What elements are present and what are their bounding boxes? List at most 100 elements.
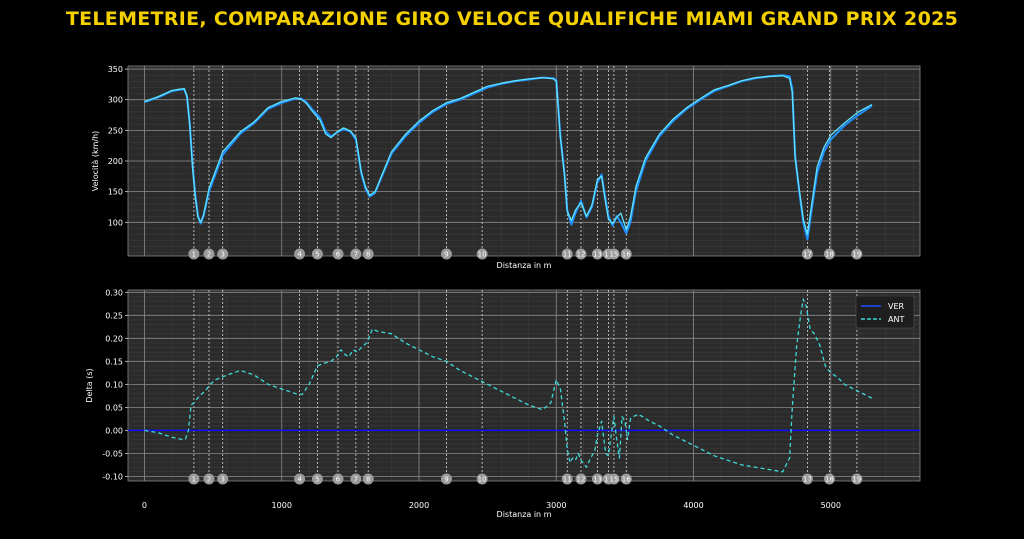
- corner-label: 18: [825, 251, 834, 259]
- corner-marker: [620, 473, 632, 485]
- x-tick-label: 1000: [272, 501, 292, 510]
- corner-label: 16: [622, 476, 631, 484]
- y-tick-label: 0.30: [105, 288, 123, 297]
- corner-label: 5: [315, 251, 319, 259]
- corner-label: 2: [207, 476, 211, 484]
- corner-marker: [350, 248, 362, 260]
- corner-label: 9: [444, 476, 448, 484]
- corner-label: 12: [577, 251, 586, 259]
- y-tick-label: 0.20: [105, 334, 123, 343]
- corner-marker: [440, 473, 452, 485]
- y-tick-label: 300: [108, 96, 123, 105]
- y-tick-label: 100: [108, 218, 123, 227]
- chart-title: TELEMETRIE, COMPARAZIONE GIRO VELOCE QUA…: [65, 8, 959, 30]
- y-tick-label: 200: [108, 157, 123, 166]
- corner-label: 15: [609, 476, 618, 484]
- corner-label: 5: [315, 476, 319, 484]
- corner-label: 11: [563, 476, 572, 484]
- corner-marker: [311, 473, 323, 485]
- legend-box: [855, 295, 915, 329]
- corner-label: 13: [593, 476, 602, 484]
- y-tick-label: -0.10: [102, 472, 123, 481]
- corner-marker: [620, 248, 632, 260]
- y-tick-label: 250: [108, 126, 123, 135]
- x-tick-label: 5000: [821, 501, 841, 510]
- corner-marker: [608, 248, 620, 260]
- series-line-ant: [144, 298, 873, 473]
- corner-marker: [217, 473, 229, 485]
- corner-label: 7: [354, 476, 358, 484]
- y-tick-label: 0.25: [105, 311, 123, 320]
- y-tick-label: 350: [108, 65, 123, 74]
- y-tick-label: 0.15: [105, 357, 123, 366]
- corner-marker: [851, 248, 863, 260]
- corner-label: 3: [220, 476, 224, 484]
- series-line-ant: [144, 75, 873, 236]
- corner-marker: [561, 248, 573, 260]
- legend-label: VER: [888, 302, 905, 311]
- corner-label: 6: [336, 251, 341, 259]
- corner-label: 17: [803, 251, 812, 259]
- y-tick-label: 150: [108, 188, 123, 197]
- corner-marker: [476, 248, 488, 260]
- corner-label: 9: [444, 251, 448, 259]
- corner-label: 1: [192, 251, 196, 259]
- corner-marker: [440, 248, 452, 260]
- corner-marker: [851, 473, 863, 485]
- corner-label: 3: [220, 251, 224, 259]
- x-tick-label: 2000: [409, 501, 429, 510]
- corner-label: 13: [593, 251, 602, 259]
- corner-label: 8: [366, 251, 370, 259]
- corner-marker: [294, 248, 306, 260]
- corner-marker: [561, 473, 573, 485]
- corner-label: 4: [297, 476, 302, 484]
- corner-label: 7: [354, 251, 358, 259]
- x-axis-label: Distanza in m: [497, 261, 552, 270]
- corner-label: 17: [803, 476, 812, 484]
- corner-marker: [575, 473, 587, 485]
- corner-marker: [217, 248, 229, 260]
- corner-marker: [311, 248, 323, 260]
- corner-label: 19: [852, 476, 861, 484]
- corner-marker: [476, 473, 488, 485]
- x-tick-label: 3000: [546, 501, 566, 510]
- x-tick-label: 0: [142, 501, 147, 510]
- corner-marker: [332, 248, 344, 260]
- corner-marker: [608, 473, 620, 485]
- corner-marker: [350, 473, 362, 485]
- corner-label: 12: [577, 476, 586, 484]
- corner-marker: [203, 473, 215, 485]
- y-axis-label: Delta (s): [85, 368, 94, 402]
- corner-marker: [801, 248, 813, 260]
- plot-area: [127, 289, 921, 482]
- y-tick-label: 0.05: [105, 403, 123, 412]
- legend-label: ANT: [888, 315, 904, 324]
- y-tick-label: 0.00: [105, 426, 123, 435]
- corner-label: 6: [336, 476, 341, 484]
- x-tick-label: 4000: [683, 501, 703, 510]
- corner-marker: [801, 473, 813, 485]
- y-axis-label: Velocità (km/h): [91, 131, 100, 192]
- corner-label: 16: [622, 251, 631, 259]
- corner-marker: [188, 473, 200, 485]
- corner-marker: [203, 248, 215, 260]
- corner-label: 10: [478, 251, 487, 259]
- corner-label: 8: [366, 476, 370, 484]
- corner-marker: [823, 248, 835, 260]
- corner-marker: [575, 248, 587, 260]
- corner-marker: [591, 473, 603, 485]
- corner-label: 2: [207, 251, 211, 259]
- corner-marker: [362, 473, 374, 485]
- corner-label: 18: [825, 476, 834, 484]
- corner-label: 11: [563, 251, 572, 259]
- y-tick-label: -0.05: [102, 449, 123, 458]
- panel-delta: -0.10 -0.05 0.00 0.05 0.10 0.15 0.20 0.25 0.30 0 1…: [85, 288, 921, 519]
- corner-label: 10: [478, 476, 487, 484]
- corner-marker: [294, 473, 306, 485]
- y-tick-label: 0.10: [105, 380, 123, 389]
- corner-label: 15: [609, 251, 618, 259]
- corner-label: 1: [192, 476, 196, 484]
- corner-marker: [332, 473, 344, 485]
